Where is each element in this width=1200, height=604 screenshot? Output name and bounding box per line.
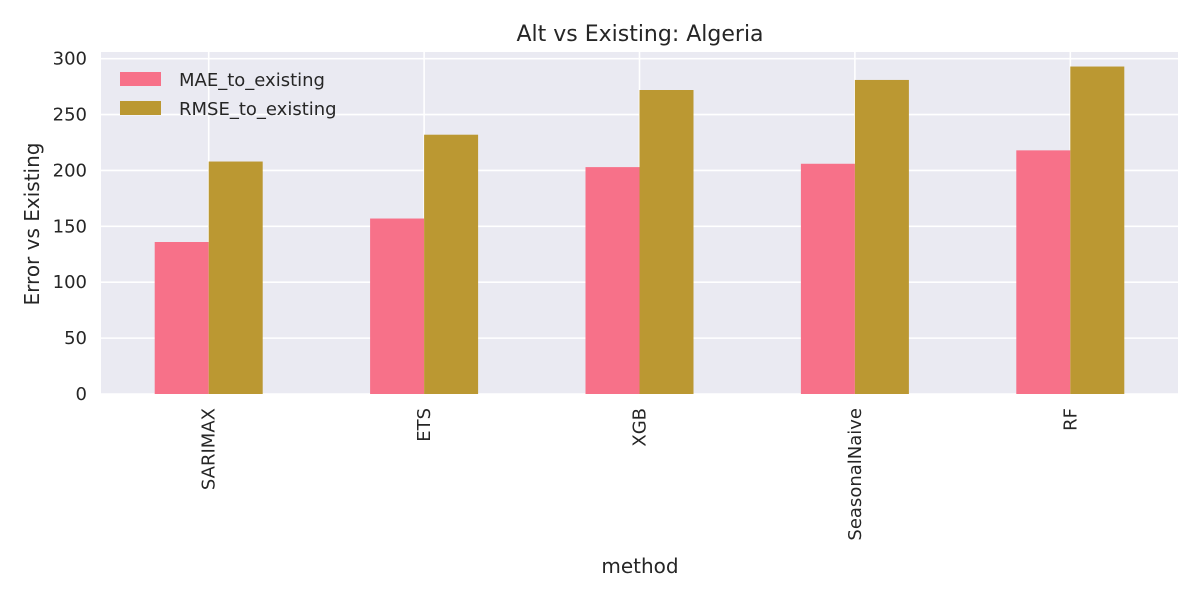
bar-rmse-to-existing-xgb [639,90,694,394]
x-tick-label: SeasonalNaive [845,408,866,541]
legend-swatch [120,101,161,115]
bar-rmse-to-existing-rf [1070,66,1125,394]
legend: MAE_to_existing RMSE_to_existing [120,70,337,120]
bar-rmse-to-existing-seasonalnaive [854,79,909,395]
legend-label: MAE_to_existing [179,70,325,91]
bar-rmse-to-existing-ets [424,134,479,395]
chart-title: Alt vs Existing: Algeria [516,22,763,47]
x-axis-title: method [601,554,678,578]
y-tick-label: 300 [53,49,87,70]
bar-mae-to-existing-ets [370,218,425,394]
x-tick-label: RF [1060,408,1081,431]
y-tick-label: 150 [53,216,87,237]
x-axis-ticks: SARIMAX ETS XGB SeasonalNaive RF [199,408,1082,541]
bar-mae-to-existing-rf [1016,150,1071,394]
x-tick-label: ETS [414,408,435,442]
y-tick-label: 250 [53,105,87,126]
bar-mae-to-existing-xgb [585,167,640,394]
legend-swatch [120,72,161,86]
y-axis-ticks: 0 50 100 150 200 250 300 [53,49,87,405]
y-axis-title: Error vs Existing [20,143,44,306]
y-tick-label: 200 [53,160,87,181]
bar-mae-to-existing-seasonalnaive [800,163,855,394]
y-tick-label: 50 [64,328,87,349]
x-tick-label: XGB [630,408,651,447]
bar-mae-to-existing-sarimax [154,242,209,394]
y-tick-label: 0 [76,384,87,405]
bars [154,66,1125,395]
bar-rmse-to-existing-sarimax [208,161,263,394]
x-tick-label: SARIMAX [199,408,220,490]
y-tick-label: 100 [53,272,87,293]
legend-label: RMSE_to_existing [179,99,337,120]
